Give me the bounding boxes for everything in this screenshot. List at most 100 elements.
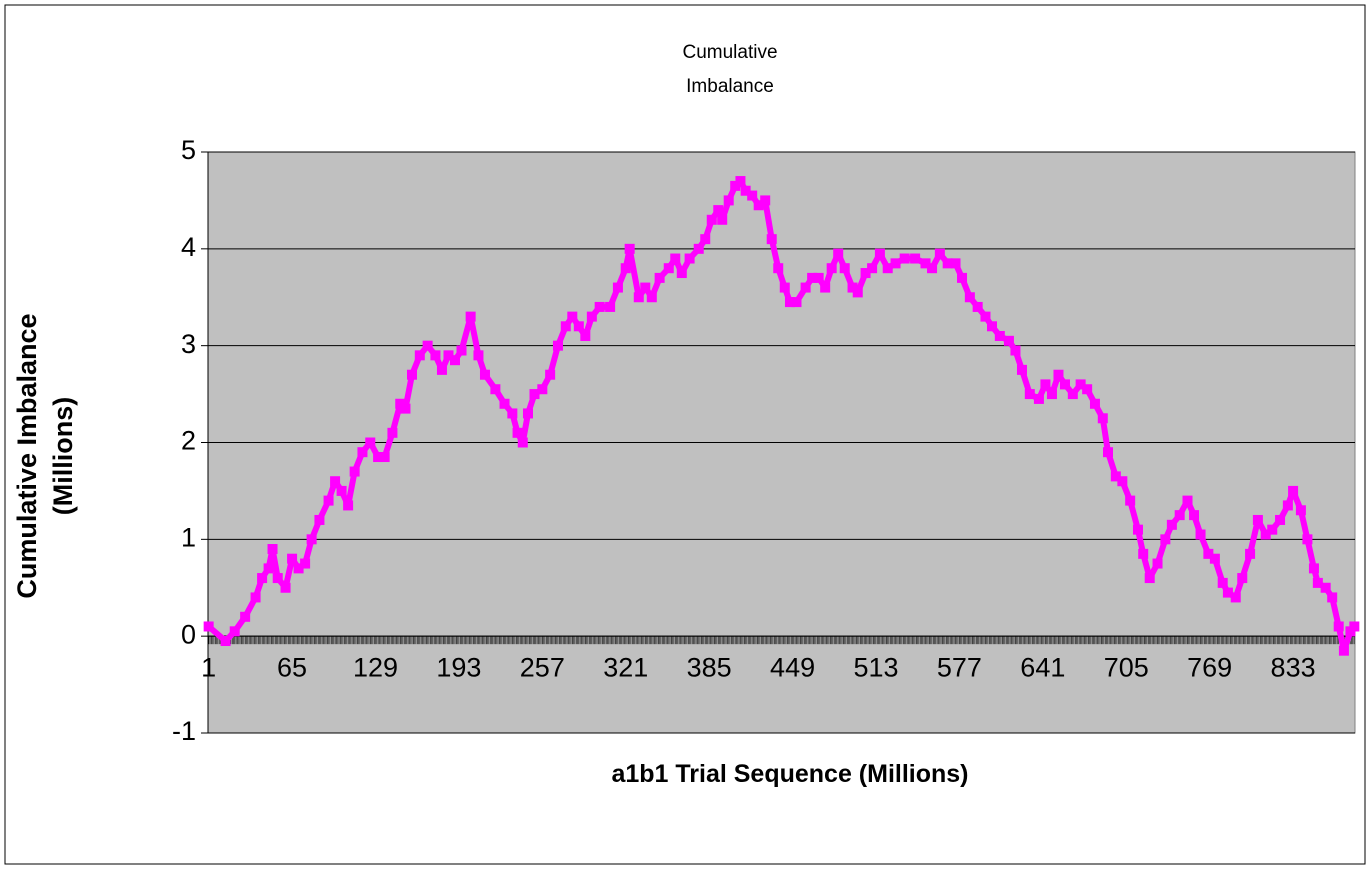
- series-marker: [240, 611, 251, 622]
- series-marker: [874, 248, 885, 259]
- series-marker: [826, 263, 837, 274]
- y-tick-label: 3: [181, 329, 196, 359]
- series-marker: [1117, 476, 1128, 487]
- series-marker: [552, 340, 563, 351]
- series-marker: [1089, 398, 1100, 409]
- series-marker: [1195, 529, 1206, 540]
- y-tick-label: 4: [181, 232, 196, 262]
- series-marker: [387, 427, 398, 438]
- series-marker: [693, 243, 704, 254]
- series-marker: [972, 301, 983, 312]
- x-tick-label: 449: [770, 652, 815, 682]
- series-marker: [1267, 524, 1278, 535]
- series-marker: [1320, 582, 1331, 593]
- series-marker: [646, 292, 657, 303]
- series-marker: [740, 185, 751, 196]
- series-marker: [1059, 379, 1070, 390]
- series-marker: [717, 214, 728, 225]
- x-tick-label: 257: [520, 652, 565, 682]
- series-marker: [1160, 534, 1171, 545]
- x-tick-label: 1: [201, 652, 216, 682]
- x-tick-label: 641: [1020, 652, 1065, 682]
- series-marker: [800, 282, 811, 293]
- series-marker: [605, 301, 616, 312]
- x-tick-label: 705: [1104, 652, 1149, 682]
- series-marker: [1067, 389, 1078, 400]
- series-marker: [507, 408, 518, 419]
- series-marker: [633, 292, 644, 303]
- series-marker: [950, 258, 961, 269]
- series-marker: [1152, 558, 1163, 569]
- series-marker: [1144, 573, 1155, 584]
- series-marker: [852, 287, 863, 298]
- series-marker: [934, 248, 945, 259]
- x-tick-label: 385: [687, 652, 732, 682]
- series-marker: [267, 544, 278, 555]
- series-marker: [980, 311, 991, 322]
- series-marker: [779, 282, 790, 293]
- series-marker: [899, 253, 910, 264]
- series-marker: [430, 350, 441, 361]
- x-tick-label: 193: [436, 652, 481, 682]
- x-tick-label: 321: [603, 652, 648, 682]
- series-marker: [422, 340, 433, 351]
- series-marker: [1217, 577, 1228, 588]
- series-marker: [537, 384, 548, 395]
- series-marker: [1349, 621, 1360, 632]
- series-marker: [1260, 529, 1271, 540]
- series-marker: [624, 243, 635, 254]
- series-marker: [357, 447, 368, 458]
- series-marker: [663, 263, 674, 274]
- series-marker: [1166, 519, 1177, 530]
- series-marker: [1302, 534, 1313, 545]
- series-marker: [567, 311, 578, 322]
- series-marker: [1174, 510, 1185, 521]
- series-marker: [414, 350, 425, 361]
- series-marker: [1040, 379, 1051, 390]
- series-marker: [1295, 505, 1306, 516]
- series-marker: [1203, 548, 1214, 559]
- series-marker: [813, 272, 824, 283]
- series-marker: [807, 272, 818, 283]
- category-ticks: [208, 636, 1355, 645]
- x-tick-label: 65: [277, 652, 307, 682]
- series-marker: [1132, 524, 1143, 535]
- series-marker: [1327, 592, 1338, 603]
- series-marker: [272, 573, 283, 584]
- series-marker: [314, 514, 325, 525]
- series-marker: [700, 234, 711, 245]
- series-marker: [730, 180, 741, 191]
- y-tick-label: 0: [181, 619, 196, 649]
- series-marker: [306, 534, 317, 545]
- series-marker: [612, 282, 623, 293]
- series-marker: [479, 369, 490, 380]
- series-marker: [529, 389, 540, 400]
- series-marker: [1338, 645, 1349, 656]
- y-axis-label: Cumulative Imbalance (Millions): [12, 313, 78, 599]
- series-marker: [735, 176, 746, 187]
- series-marker: [620, 263, 631, 274]
- y-tick-label: 1: [181, 522, 196, 552]
- x-tick-label: 129: [353, 652, 398, 682]
- series-marker: [773, 263, 784, 274]
- series-marker: [723, 195, 734, 206]
- x-tick-label: 769: [1187, 652, 1232, 682]
- series-marker: [833, 248, 844, 259]
- series-marker: [365, 437, 376, 448]
- series-marker: [263, 563, 274, 574]
- series-marker: [586, 311, 597, 322]
- series-marker: [1103, 447, 1114, 458]
- series-marker: [839, 263, 850, 274]
- series-marker: [349, 466, 360, 477]
- series-marker: [753, 200, 764, 211]
- series-marker: [676, 268, 687, 279]
- series-marker: [1209, 553, 1220, 564]
- series-marker: [517, 437, 528, 448]
- series-marker: [1110, 471, 1121, 482]
- series-marker: [1138, 548, 1149, 559]
- series-marker: [927, 263, 938, 274]
- series-marker: [1288, 485, 1299, 496]
- series-marker: [1308, 563, 1319, 574]
- series-marker: [1245, 548, 1256, 559]
